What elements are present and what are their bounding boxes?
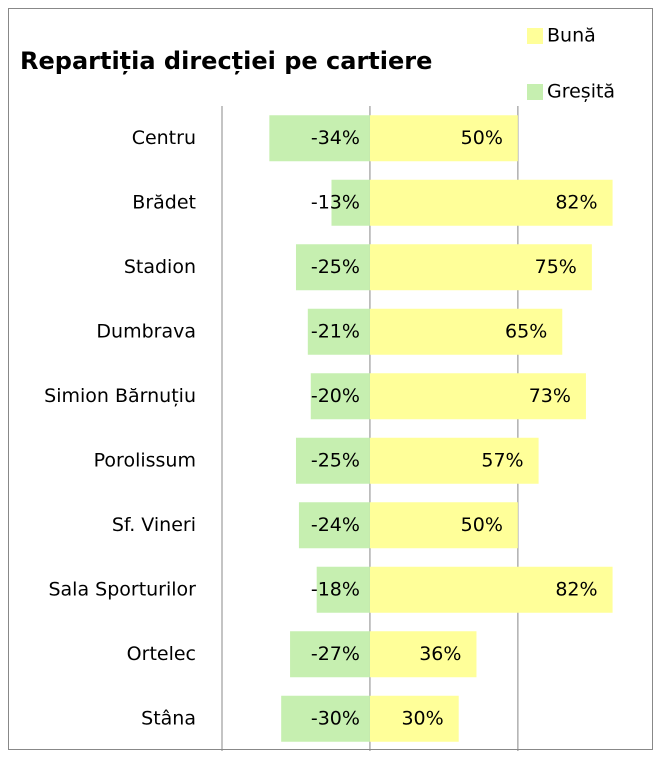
- legend-label: Greșită: [547, 81, 615, 103]
- bar: [369, 502, 518, 549]
- data-label: -20%: [311, 385, 360, 407]
- data-label: -21%: [311, 320, 360, 342]
- bar: [269, 115, 370, 162]
- data-label: 50%: [461, 127, 503, 149]
- data-label: 57%: [481, 449, 523, 471]
- data-label: 73%: [529, 385, 571, 407]
- chart-title: Repartiția direcției pe cartiere: [20, 47, 432, 75]
- data-label: -13%: [311, 191, 360, 213]
- data-label: -27%: [311, 643, 360, 665]
- y-tick-label: Ortelec: [127, 643, 196, 665]
- bar: [310, 373, 370, 420]
- y-tick-label: Dumbrava: [96, 320, 196, 342]
- y-tick-label: Stadion: [124, 256, 196, 278]
- bar: [295, 437, 370, 484]
- legend-swatch: [527, 28, 543, 44]
- bar: [290, 631, 370, 678]
- y-tick-label: Simion Bărnuțiu: [44, 385, 196, 407]
- data-label: 30%: [401, 707, 443, 729]
- data-label: -25%: [311, 449, 360, 471]
- data-label: -30%: [311, 707, 360, 729]
- data-label: -34%: [311, 127, 360, 149]
- bar: [298, 502, 370, 549]
- bar: [369, 373, 586, 420]
- bar: [369, 115, 518, 162]
- bar: [369, 566, 613, 613]
- data-label: -24%: [311, 514, 360, 536]
- bar: [295, 244, 370, 291]
- bar: [307, 308, 370, 355]
- data-label: -25%: [311, 256, 360, 278]
- data-label: 36%: [419, 643, 461, 665]
- data-label: 82%: [555, 191, 597, 213]
- bar: [369, 437, 539, 484]
- bar: [281, 695, 370, 742]
- legend-label: Bună: [547, 25, 596, 47]
- bar: [369, 308, 563, 355]
- bar: [316, 566, 370, 613]
- bar: [369, 179, 613, 226]
- y-tick-label: Porolissum: [94, 449, 196, 471]
- data-label: 50%: [461, 514, 503, 536]
- bar: [369, 631, 477, 678]
- bar: [369, 695, 459, 742]
- data-label: 82%: [555, 578, 597, 600]
- bar: [331, 179, 370, 226]
- y-tick-label: Stâna: [141, 707, 196, 729]
- y-tick-label: Sala Sporturilor: [48, 578, 196, 600]
- data-label: -18%: [311, 578, 360, 600]
- bar: [369, 244, 592, 291]
- legend-swatch: [527, 84, 543, 100]
- y-tick-label: Centru: [132, 127, 196, 149]
- y-tick-label: Sf. Vineri: [112, 514, 196, 536]
- y-tick-label: Brădet: [132, 191, 196, 213]
- data-label: 75%: [535, 256, 577, 278]
- data-label: 65%: [505, 320, 547, 342]
